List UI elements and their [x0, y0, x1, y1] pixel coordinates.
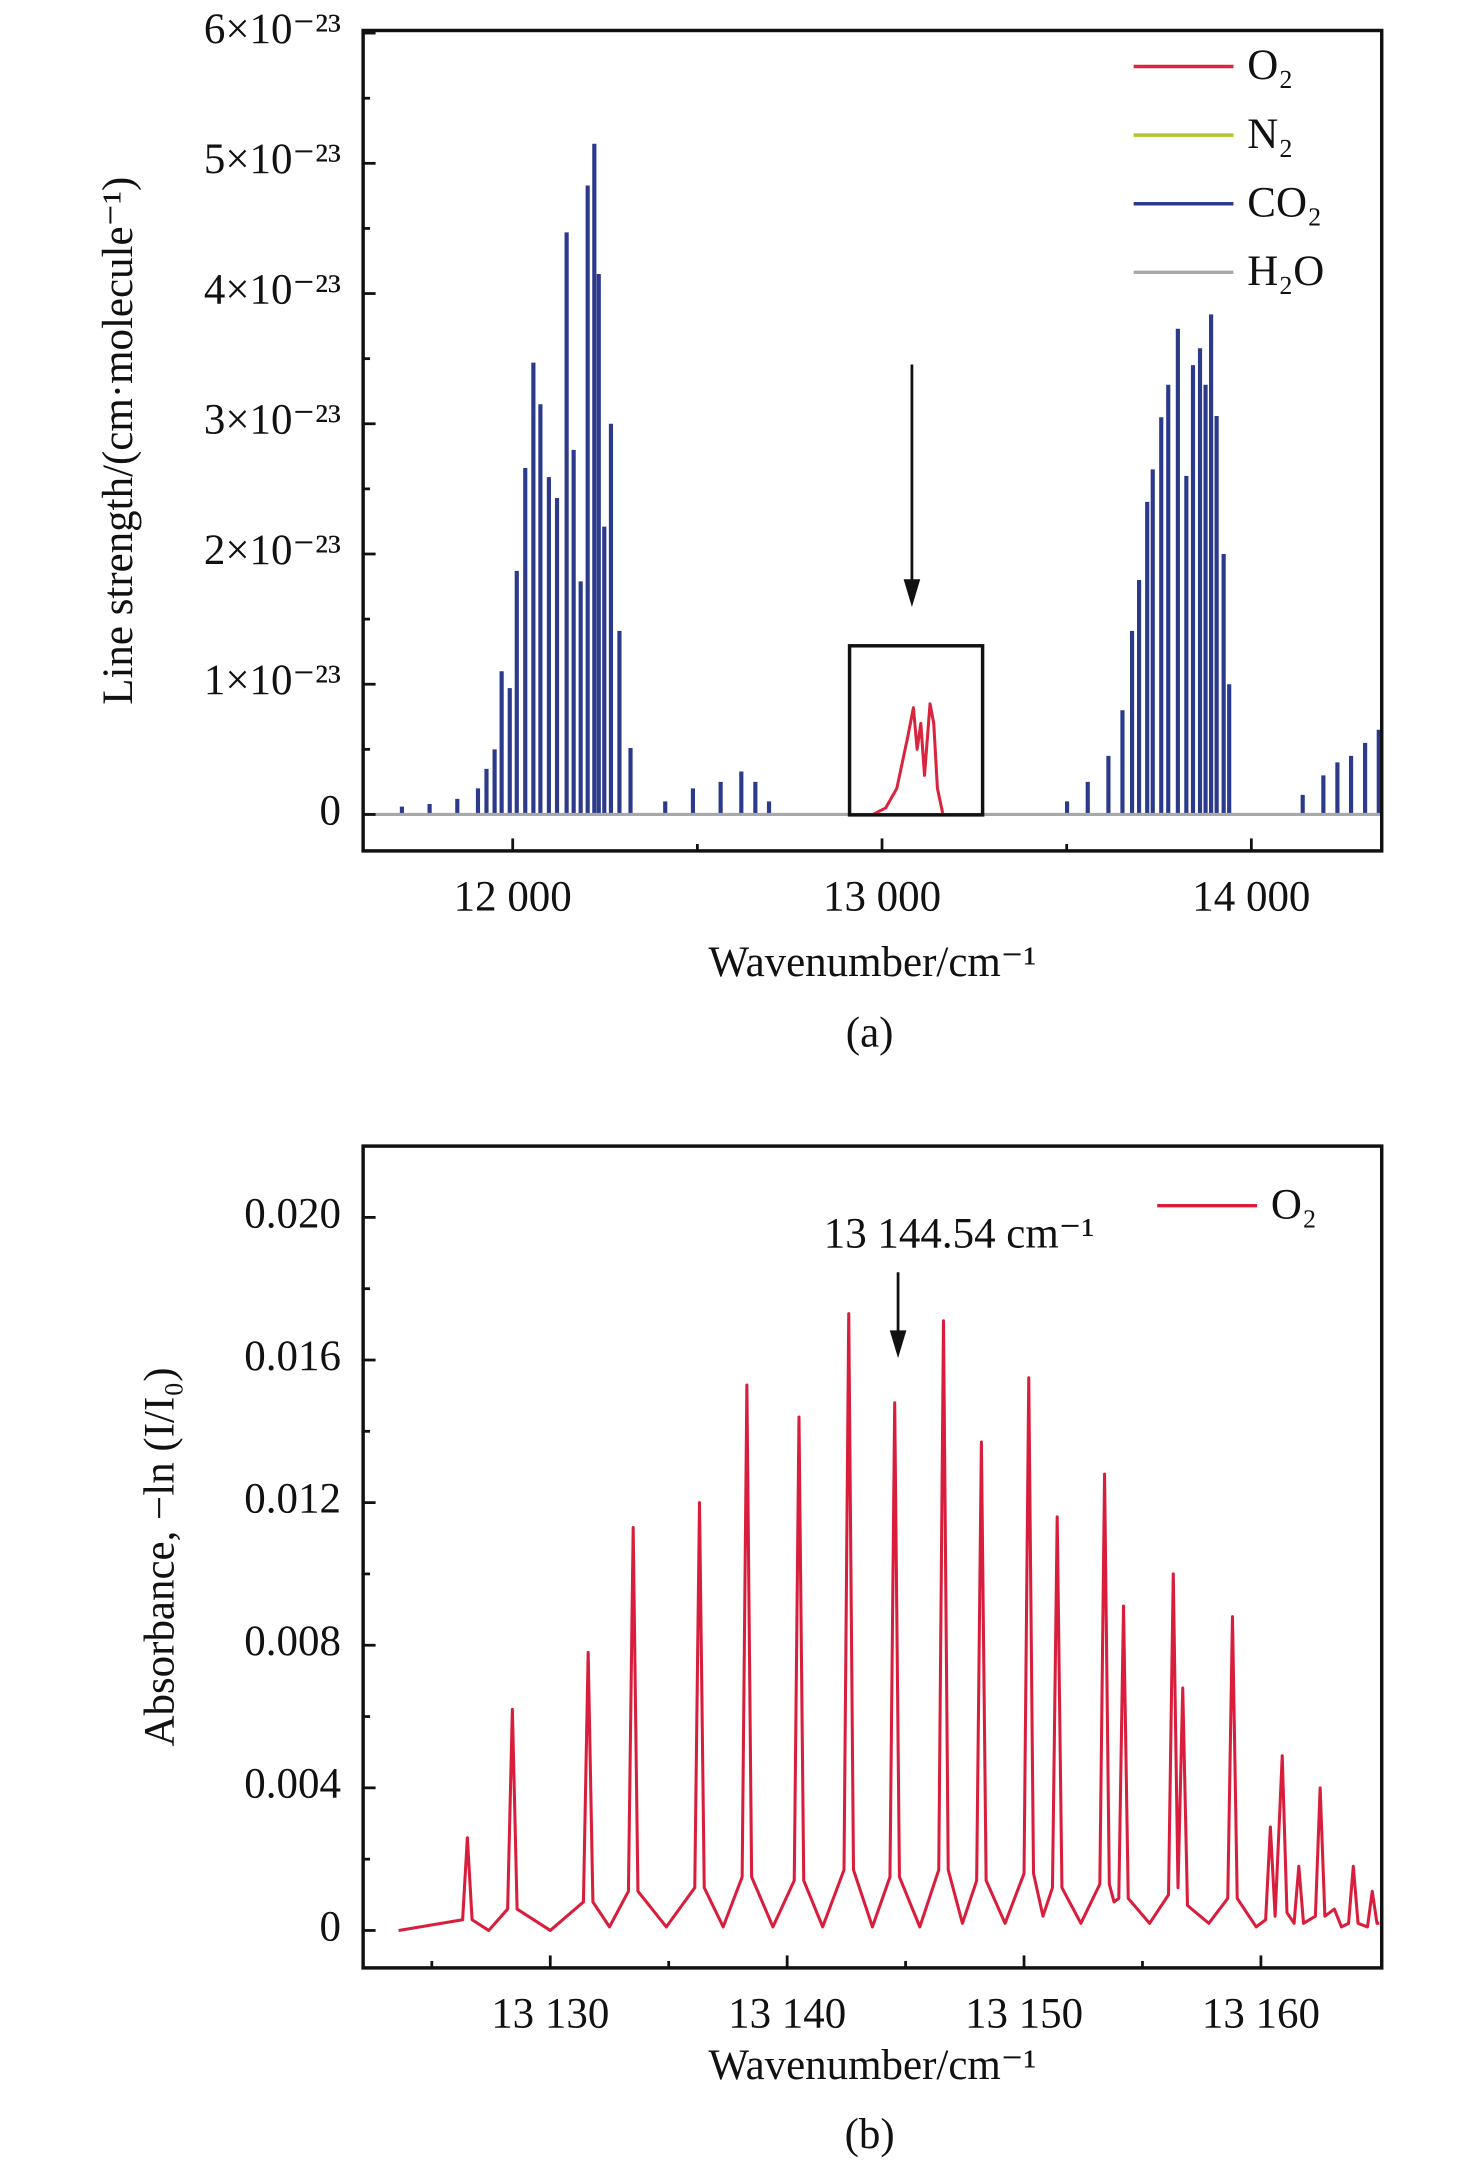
legend-label: H₂O	[1247, 248, 1324, 295]
x-tick-label: 13 150	[965, 1991, 1083, 2038]
y-tick-label: 6×10⁻²³	[204, 6, 341, 53]
y-tick-label: 0.004	[244, 1761, 341, 1808]
x-axis-label: Wavenumber/cm⁻¹	[708, 939, 1036, 986]
y-tick-label: 4×10⁻²³	[204, 266, 341, 313]
x-tick-label: 13 140	[728, 1991, 846, 2038]
annotation: 13 144.54 cm⁻¹	[824, 1210, 1095, 1257]
y-tick-label: 0.012	[244, 1475, 341, 1522]
y-tick-label: 3×10⁻²³	[204, 397, 341, 444]
spectrum-line	[398, 1312, 1380, 1932]
y-tick-label: 1×10⁻²³	[204, 657, 341, 704]
plot-frame	[361, 28, 1384, 853]
y-axis-label: Line strength/(cm·molecule⁻¹)	[95, 177, 142, 705]
x-tick-label: 13 130	[491, 1991, 609, 2038]
panel-label: (b)	[845, 2111, 895, 2158]
x-tick-label: 12 000	[454, 874, 572, 921]
spectrum-line	[872, 702, 945, 816]
plot-area	[363, 143, 1382, 816]
zoom-box	[847, 644, 985, 817]
plot-frame	[361, 1144, 1384, 1970]
x-tick-label: 14 000	[1192, 874, 1310, 921]
y-tick-label: 2×10⁻²³	[204, 527, 341, 574]
y-tick-label: 0	[319, 787, 340, 834]
x-tick-label: 13 000	[823, 874, 941, 921]
legend-label: N₂	[1247, 111, 1293, 158]
y-tick-label: 0.016	[244, 1333, 341, 1380]
y-axis-label: Absorbance, −ln (I/I₀)	[136, 1367, 183, 1746]
arrow-head	[903, 579, 921, 607]
legend-label: O₂	[1247, 42, 1293, 89]
y-tick-label: 0.020	[244, 1190, 341, 1237]
legend-label: O₂	[1271, 1181, 1317, 1228]
y-tick-label: 5×10⁻²³	[204, 136, 341, 183]
y-tick-label: 0	[319, 1903, 340, 1950]
panel-label: (a)	[846, 1009, 894, 1056]
x-tick-label: 13 160	[1202, 1991, 1320, 2038]
x-axis-label: Wavenumber/cm⁻¹	[708, 2042, 1036, 2089]
plot-area	[398, 1312, 1380, 1932]
y-tick-label: 0.008	[244, 1618, 341, 1665]
arrow-head	[889, 1330, 907, 1359]
legend-label: CO₂	[1247, 179, 1322, 226]
